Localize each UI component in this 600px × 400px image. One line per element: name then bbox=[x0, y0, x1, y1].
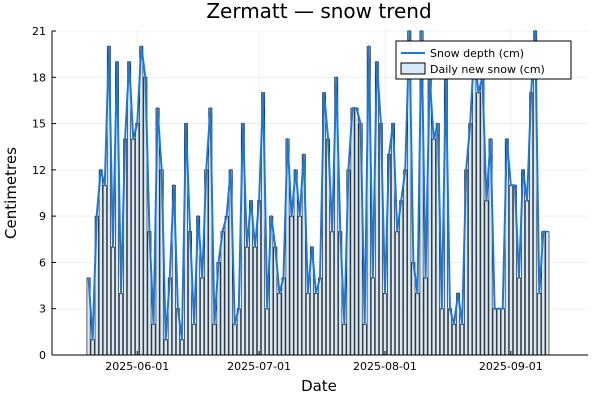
bar bbox=[277, 292, 282, 356]
bar bbox=[110, 246, 115, 356]
x-tick-label: 2025-09-01 bbox=[479, 360, 543, 373]
bar bbox=[244, 246, 249, 356]
bar bbox=[415, 292, 420, 356]
bar bbox=[508, 184, 513, 356]
bar bbox=[500, 308, 505, 356]
legend: Snow depth (cm) Daily new snow (cm) bbox=[395, 40, 572, 80]
bar bbox=[383, 292, 387, 356]
bar bbox=[537, 292, 542, 356]
y-tick-label: 18 bbox=[32, 71, 46, 84]
bar bbox=[293, 169, 298, 356]
bar bbox=[289, 215, 294, 356]
y-ticks: 0 3 6 9 12 15 18 21 bbox=[32, 25, 56, 362]
bar bbox=[192, 323, 197, 356]
bar bbox=[180, 339, 184, 356]
y-tick-label: 0 bbox=[39, 349, 46, 362]
bar bbox=[151, 323, 156, 356]
bar bbox=[220, 231, 225, 356]
x-ticks: 2025-06-01 2025-07-01 2025-08-01 2025-09-01 bbox=[105, 351, 543, 373]
y-tick-label: 21 bbox=[32, 25, 46, 38]
bar bbox=[395, 231, 400, 356]
bar bbox=[362, 323, 367, 356]
x-tick-label: 2025-08-01 bbox=[353, 360, 417, 373]
bar bbox=[127, 61, 132, 356]
bar bbox=[545, 231, 550, 356]
bar bbox=[431, 138, 436, 356]
legend-label-daily-new-snow: Daily new snow (cm) bbox=[430, 63, 545, 76]
bar bbox=[102, 184, 107, 356]
bar bbox=[468, 123, 473, 356]
bar bbox=[496, 308, 501, 356]
bar bbox=[350, 107, 355, 356]
bar bbox=[354, 107, 359, 356]
y-tick-label: 12 bbox=[32, 164, 46, 177]
axes bbox=[51, 31, 588, 356]
bar bbox=[200, 277, 205, 356]
bar bbox=[452, 323, 456, 356]
bar bbox=[119, 292, 123, 356]
bar bbox=[525, 200, 530, 356]
bar bbox=[517, 277, 521, 356]
bar bbox=[492, 308, 497, 356]
bar bbox=[131, 138, 136, 356]
bar bbox=[370, 277, 375, 356]
bar bbox=[139, 46, 144, 356]
bar bbox=[439, 308, 444, 356]
bar bbox=[98, 169, 103, 356]
bar bbox=[135, 123, 140, 356]
y-axis-label: Centimetres bbox=[2, 147, 20, 239]
bar bbox=[212, 323, 217, 356]
bar bbox=[305, 292, 310, 356]
legend-label-snow-depth: Snow depth (cm) bbox=[430, 47, 524, 60]
y-tick-label: 6 bbox=[39, 256, 46, 269]
bar bbox=[281, 277, 286, 356]
bar bbox=[224, 215, 229, 356]
bar bbox=[297, 215, 302, 356]
bar bbox=[90, 339, 95, 356]
bar bbox=[460, 323, 465, 356]
y-tick-label: 3 bbox=[39, 303, 46, 316]
legend-swatch-daily-new-snow bbox=[400, 62, 426, 75]
bar bbox=[253, 246, 257, 356]
bar bbox=[423, 277, 428, 356]
x-axis-label: Date bbox=[301, 377, 337, 395]
bar bbox=[403, 169, 408, 356]
x-tick-label: 2025-07-01 bbox=[227, 360, 291, 373]
chart-title: Zermatt — snow trend bbox=[206, 0, 431, 23]
bar bbox=[330, 231, 335, 356]
bar bbox=[342, 323, 347, 356]
bar bbox=[484, 200, 489, 356]
bar bbox=[163, 339, 168, 356]
bar bbox=[232, 323, 237, 356]
y-tick-label: 9 bbox=[39, 210, 46, 223]
bar bbox=[472, 46, 477, 356]
bar bbox=[314, 292, 318, 356]
bar bbox=[265, 308, 270, 356]
y-tick-label: 15 bbox=[32, 118, 46, 131]
bar bbox=[476, 92, 481, 356]
x-tick-label: 2025-06-01 bbox=[105, 360, 169, 373]
bar bbox=[399, 200, 404, 356]
series-line-snow-depth bbox=[87, 30, 548, 341]
bar bbox=[318, 277, 322, 356]
